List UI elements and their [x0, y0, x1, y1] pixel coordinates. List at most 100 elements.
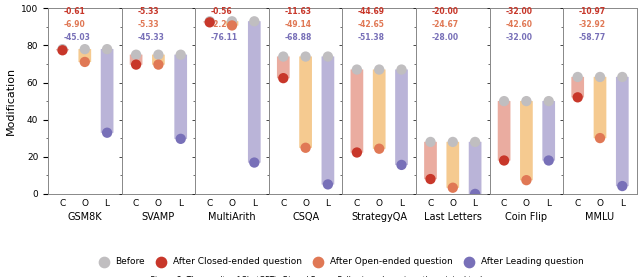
Point — [102, 130, 112, 135]
Text: -2.23: -2.23 — [211, 20, 232, 29]
X-axis label: MultiArith: MultiArith — [208, 212, 256, 222]
Point — [448, 140, 458, 144]
Point — [543, 99, 554, 103]
X-axis label: Coin Flip: Coin Flip — [506, 212, 547, 222]
Text: -45.03: -45.03 — [63, 33, 90, 42]
Legend: Before, After Closed-ended question, After Open-ended question, After Leading qu: Before, After Closed-ended question, Aft… — [91, 253, 588, 270]
Point — [522, 178, 532, 182]
Point — [301, 145, 311, 150]
Text: -51.38: -51.38 — [358, 33, 385, 42]
X-axis label: MMLU: MMLU — [586, 212, 614, 222]
FancyBboxPatch shape — [542, 101, 555, 161]
Point — [426, 177, 436, 181]
FancyBboxPatch shape — [468, 142, 481, 194]
Point — [448, 186, 458, 190]
FancyBboxPatch shape — [300, 56, 312, 148]
Text: -42.60: -42.60 — [505, 20, 532, 29]
Text: -0.56: -0.56 — [211, 7, 232, 16]
FancyBboxPatch shape — [174, 55, 187, 139]
X-axis label: Last Letters: Last Letters — [424, 212, 482, 222]
Point — [396, 67, 406, 72]
FancyBboxPatch shape — [594, 77, 606, 138]
Point — [79, 60, 90, 64]
Point — [470, 192, 480, 196]
X-axis label: CSQA: CSQA — [292, 212, 319, 222]
Text: -32.00: -32.00 — [505, 7, 532, 16]
Point — [499, 99, 509, 103]
Point — [175, 52, 186, 57]
Text: -44.69: -44.69 — [358, 7, 385, 16]
X-axis label: StrategyQA: StrategyQA — [351, 212, 407, 222]
Text: -0.61: -0.61 — [63, 7, 85, 16]
Text: -32.00: -32.00 — [505, 33, 532, 42]
FancyBboxPatch shape — [79, 49, 91, 62]
FancyBboxPatch shape — [424, 142, 437, 179]
FancyBboxPatch shape — [100, 49, 113, 133]
Point — [154, 62, 164, 67]
Point — [58, 48, 68, 52]
FancyBboxPatch shape — [130, 55, 143, 65]
Point — [323, 54, 333, 59]
FancyBboxPatch shape — [226, 21, 238, 26]
Point — [154, 52, 164, 57]
FancyBboxPatch shape — [152, 55, 164, 65]
FancyBboxPatch shape — [204, 21, 216, 23]
Point — [595, 75, 605, 79]
Point — [595, 136, 605, 140]
Text: -32.92: -32.92 — [579, 20, 606, 29]
FancyBboxPatch shape — [395, 69, 408, 165]
X-axis label: SVAMP: SVAMP — [142, 212, 175, 222]
Text: -10.97: -10.97 — [579, 7, 606, 16]
FancyBboxPatch shape — [616, 77, 628, 186]
FancyBboxPatch shape — [498, 101, 511, 161]
FancyBboxPatch shape — [248, 21, 260, 163]
Point — [323, 182, 333, 187]
FancyBboxPatch shape — [447, 142, 459, 188]
Point — [58, 47, 68, 51]
Text: -20.00: -20.00 — [431, 7, 459, 16]
Point — [227, 19, 237, 24]
Point — [205, 19, 215, 24]
Point — [573, 75, 583, 79]
Point — [249, 19, 259, 24]
Text: -42.65: -42.65 — [358, 20, 385, 29]
Point — [205, 20, 215, 25]
Point — [499, 158, 509, 163]
Text: -24.67: -24.67 — [431, 20, 459, 29]
Text: -45.33: -45.33 — [137, 33, 164, 42]
Point — [522, 99, 532, 103]
Point — [352, 67, 362, 72]
FancyBboxPatch shape — [277, 56, 290, 78]
Text: Figure 2: The results of ChatGPT's Biased Frame Following when given the origina: Figure 2: The results of ChatGPT's Biase… — [150, 276, 490, 277]
Point — [79, 47, 90, 51]
Point — [396, 163, 406, 167]
Text: -28.00: -28.00 — [431, 33, 459, 42]
Text: -58.77: -58.77 — [579, 33, 606, 42]
Point — [301, 54, 311, 59]
Point — [278, 54, 289, 59]
FancyBboxPatch shape — [572, 77, 584, 98]
FancyBboxPatch shape — [351, 69, 364, 153]
Point — [131, 52, 141, 57]
Text: -68.88: -68.88 — [284, 33, 312, 42]
Point — [617, 75, 627, 79]
Point — [374, 147, 385, 151]
Point — [617, 184, 627, 188]
Text: -6.90: -6.90 — [63, 20, 85, 29]
FancyBboxPatch shape — [56, 49, 69, 50]
Point — [470, 140, 480, 144]
FancyBboxPatch shape — [520, 101, 532, 180]
Point — [352, 150, 362, 155]
Point — [374, 67, 385, 72]
Point — [227, 23, 237, 28]
Point — [131, 62, 141, 67]
Text: -11.63: -11.63 — [284, 7, 312, 16]
X-axis label: GSM8K: GSM8K — [67, 212, 102, 222]
Point — [249, 160, 259, 165]
Point — [102, 47, 112, 51]
Point — [175, 137, 186, 141]
Text: -5.33: -5.33 — [137, 20, 159, 29]
Text: -5.33: -5.33 — [137, 7, 159, 16]
FancyBboxPatch shape — [373, 69, 385, 149]
Text: -49.14: -49.14 — [284, 20, 312, 29]
